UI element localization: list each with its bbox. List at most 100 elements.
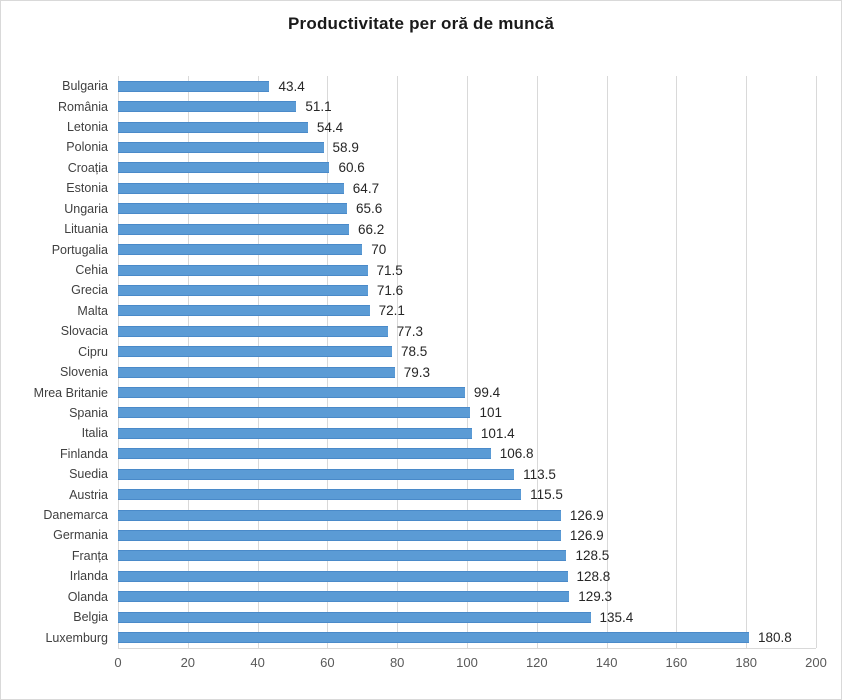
value-label: 135.4	[599, 609, 634, 625]
bar-row: Estonia 64.7	[0, 178, 816, 198]
x-tick-label: 20	[180, 655, 196, 670]
bar	[118, 509, 561, 521]
bar-row: Bulgaria 43.4	[0, 76, 816, 96]
bar-row: Letonia 54.4	[0, 117, 816, 137]
value-label: 126.9	[569, 527, 604, 543]
category-label: Letonia	[66, 120, 108, 135]
bar-track: 106.8	[118, 444, 816, 464]
bar	[118, 366, 395, 378]
x-tick-label: 40	[250, 655, 265, 670]
bar-track: 71.6	[118, 280, 816, 300]
bar	[118, 264, 368, 276]
gridline	[397, 76, 399, 648]
bar	[118, 632, 749, 644]
value-label: 101.4	[480, 425, 515, 441]
bar-track: 65.6	[118, 199, 816, 219]
category-label: Franța	[71, 548, 108, 563]
category-label: Estonia	[66, 181, 108, 196]
bar-track: 126.9	[118, 505, 816, 525]
gridline	[746, 76, 748, 648]
value-label: 43.4	[278, 78, 305, 94]
value-label: 58.9	[332, 139, 359, 155]
bar-row: Malta 72.1	[0, 301, 816, 321]
bar	[118, 305, 370, 317]
bar-track: 129.3	[118, 587, 816, 607]
bar-row: Cipru 78.5	[0, 341, 816, 361]
gridline	[327, 76, 329, 648]
value-label: 54.4	[316, 119, 344, 135]
bar-track: 180.8	[118, 627, 816, 647]
plot-area	[118, 76, 817, 649]
value-label: 115.5	[530, 487, 563, 503]
category-label: Grecia	[71, 283, 108, 298]
bar-track: 58.9	[118, 137, 816, 157]
bar	[118, 427, 472, 439]
x-tick-label: 120	[525, 655, 548, 670]
category-label: Olanda	[67, 589, 108, 604]
category-label: România	[57, 99, 108, 114]
bar	[118, 182, 344, 194]
bar-row: Spania 101	[0, 403, 816, 423]
bar	[118, 611, 591, 623]
bar-row: Ungaria 65.6	[0, 199, 816, 219]
bar-row: Danemarca 126.9	[0, 505, 816, 525]
x-tick-label: 140	[595, 655, 618, 670]
x-tick-label: 200	[805, 655, 827, 670]
value-label: 60.6	[338, 160, 365, 176]
bar	[118, 346, 392, 358]
bar-row: Slovacia 77.3	[0, 321, 816, 341]
gridline	[467, 76, 468, 648]
bar-track: 126.9	[118, 525, 816, 545]
bar	[118, 570, 568, 582]
value-label: 66.2	[358, 221, 385, 237]
bar-row: România 51.1	[0, 96, 816, 116]
bar-track: 72.1	[118, 301, 816, 321]
bar-track: 101.4	[118, 423, 816, 443]
bar-row: Polonia 58.9	[0, 137, 816, 157]
value-label: 78.5	[400, 344, 428, 360]
bar-track: 78.5	[118, 341, 816, 361]
bar	[118, 591, 570, 603]
value-label: 128.8	[576, 568, 611, 584]
bar-row: Finlanda 106.8	[0, 444, 816, 464]
bar	[118, 284, 368, 296]
category-label: Malta	[77, 303, 108, 318]
bar-row: Grecia 71.6	[0, 280, 816, 300]
bar-track: 79.3	[118, 362, 816, 382]
bar-row: Slovenia 79.3	[0, 362, 816, 382]
value-label: 77.3	[396, 323, 424, 339]
bar-track: 101	[118, 403, 816, 423]
x-tick-label: 160	[665, 655, 688, 670]
gridline	[257, 76, 259, 648]
bar	[118, 407, 471, 419]
bar-track: 135.4	[118, 607, 816, 627]
category-label: Slovenia	[60, 365, 108, 380]
category-label: Irlanda	[69, 569, 108, 584]
bar-track: 66.2	[118, 219, 816, 239]
bar-track: 43.4	[118, 76, 816, 96]
bar	[118, 80, 270, 92]
category-label: Danemarca	[43, 508, 108, 523]
category-label: Ungaria	[64, 201, 108, 216]
bar-row: Olanda 129.3	[0, 587, 816, 607]
bar	[118, 121, 308, 133]
bar	[118, 101, 297, 113]
category-label: Mrea Britanie	[33, 385, 108, 400]
x-tick-label: 180	[735, 655, 758, 670]
bar	[118, 162, 330, 174]
category-label: Belgia	[73, 610, 108, 625]
bar-track: 115.5	[118, 484, 816, 504]
bar-row: Suedia 113.5	[0, 464, 816, 484]
value-label: 106.8	[499, 446, 534, 462]
bar-track: 70	[118, 239, 816, 259]
bar-row: Croația 60.6	[0, 158, 816, 178]
bar-track: 113.5	[118, 464, 816, 484]
bar-row: Franța 128.5	[0, 546, 816, 566]
category-label: Austria	[69, 487, 108, 502]
value-label: 51.1	[305, 99, 332, 115]
bar	[118, 550, 567, 562]
value-label: 71.5	[376, 262, 403, 278]
value-label: 72.1	[378, 303, 405, 319]
category-label: Cehia	[75, 263, 108, 277]
category-label: Suedia	[69, 467, 108, 482]
